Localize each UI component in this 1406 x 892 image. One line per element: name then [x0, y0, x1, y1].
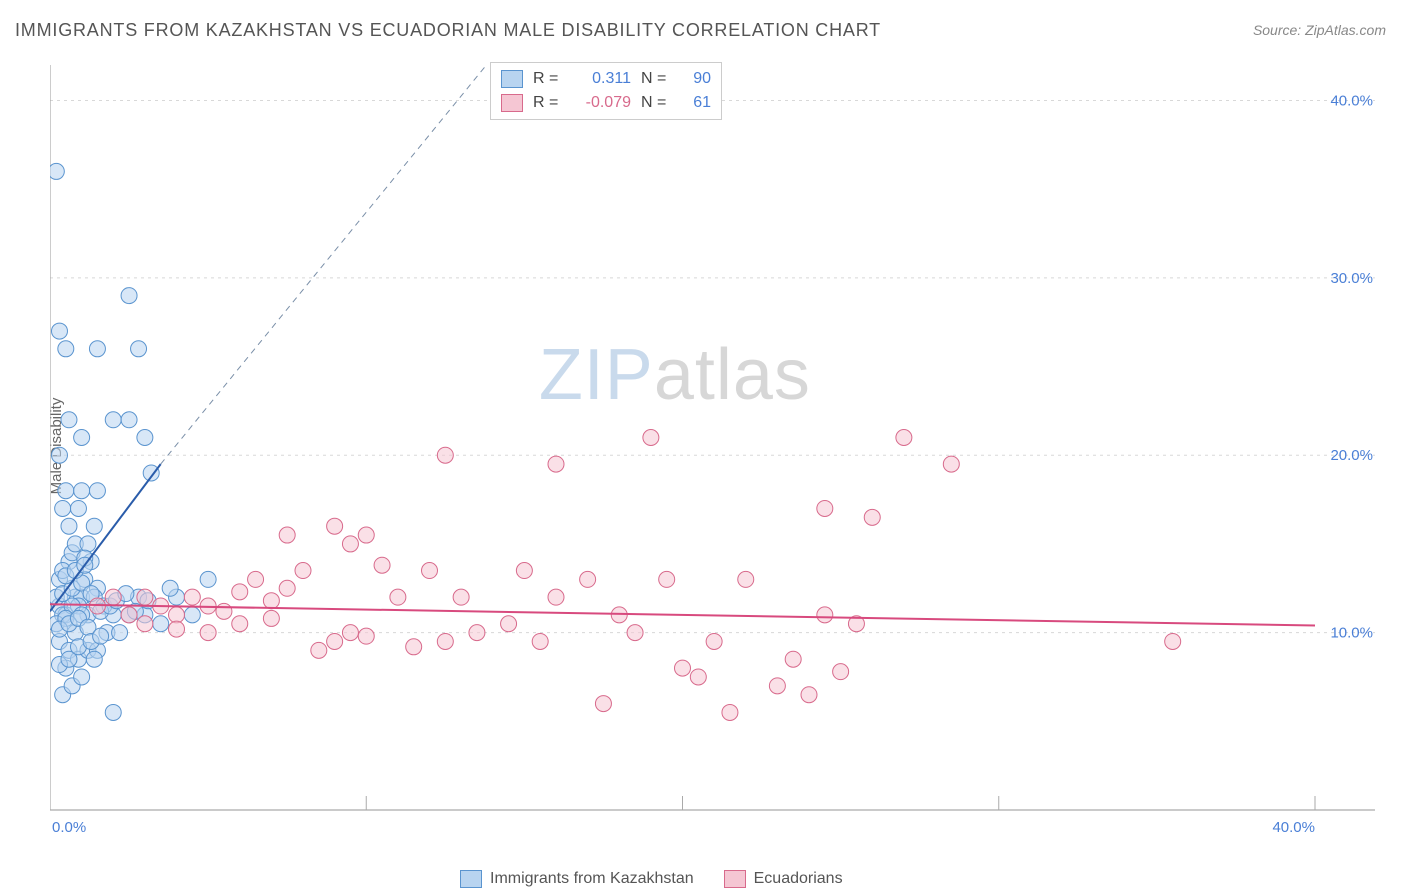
legend-item-pink: Ecuadorians: [724, 870, 843, 888]
source-label: Source: ZipAtlas.com: [1253, 22, 1386, 38]
legend-label-pink: Ecuadorians: [754, 870, 843, 888]
scatter-chart-svg: 10.0% 20.0% 30.0% 40.0% 0.0% 40.0%: [50, 55, 1380, 835]
legend-label-blue: Immigrants from Kazakhstan: [490, 870, 694, 888]
chart-area: 10.0% 20.0% 30.0% 40.0% 0.0% 40.0%: [50, 55, 1380, 835]
svg-text:0.0%: 0.0%: [52, 819, 86, 835]
r-value-pink: -0.079: [571, 94, 631, 112]
swatch-pink: [724, 870, 746, 888]
r-label: R =: [533, 94, 561, 112]
svg-text:40.0%: 40.0%: [1272, 819, 1315, 835]
legend-item-blue: Immigrants from Kazakhstan: [460, 870, 694, 888]
svg-text:10.0%: 10.0%: [1330, 625, 1373, 642]
n-label: N =: [641, 94, 671, 112]
stats-row-pink: R = -0.079 N = 61: [501, 91, 711, 115]
svg-text:20.0%: 20.0%: [1330, 447, 1373, 464]
swatch-blue: [460, 870, 482, 888]
r-label: R =: [533, 70, 561, 88]
swatch-pink: [501, 94, 523, 112]
n-value-blue: 90: [681, 70, 711, 88]
bottom-legend: Immigrants from Kazakhstan Ecuadorians: [460, 870, 843, 888]
svg-text:40.0%: 40.0%: [1330, 92, 1373, 109]
svg-text:30.0%: 30.0%: [1330, 270, 1373, 287]
swatch-blue: [501, 70, 523, 88]
chart-title: IMMIGRANTS FROM KAZAKHSTAN VS ECUADORIAN…: [15, 20, 881, 41]
r-value-blue: 0.311: [571, 70, 631, 88]
n-value-pink: 61: [681, 94, 711, 112]
n-label: N =: [641, 70, 671, 88]
stats-row-blue: R = 0.311 N = 90: [501, 67, 711, 91]
stats-legend: R = 0.311 N = 90 R = -0.079 N = 61: [490, 62, 722, 120]
